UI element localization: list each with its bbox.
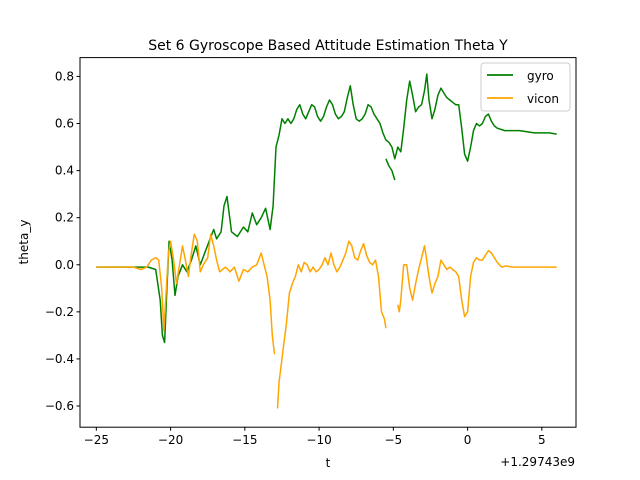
chart-title: Set 6 Gyroscope Based Attitude Estimatio… bbox=[148, 38, 508, 54]
y-tick-label: −0.6 bbox=[45, 399, 74, 413]
x-tick-label: −20 bbox=[158, 433, 183, 447]
y-tick-label: 0.8 bbox=[55, 69, 74, 83]
plot-lines bbox=[96, 73, 557, 409]
x-tick-label: 5 bbox=[538, 433, 546, 447]
series-vicon-line-1 bbox=[276, 240, 387, 409]
x-tick-label: −5 bbox=[384, 433, 402, 447]
x-tick-label: −25 bbox=[84, 433, 109, 447]
y-tick-label: 0.4 bbox=[55, 164, 74, 178]
y-tick-label: 0.0 bbox=[55, 258, 74, 272]
y-tick-label: 0.2 bbox=[55, 211, 74, 225]
series-gyro-line-0 bbox=[96, 73, 557, 344]
plot-frame bbox=[79, 57, 577, 428]
x-axis-offset: +1.29743e9 bbox=[500, 455, 575, 469]
y-tick-label: 0.6 bbox=[55, 117, 74, 131]
legend: gyro vicon bbox=[480, 62, 571, 112]
y-tick-label: −0.2 bbox=[45, 305, 74, 319]
x-tick-label: −15 bbox=[232, 433, 257, 447]
x-axis: −25 −20 −15 −10 −5 0 5 bbox=[84, 427, 546, 447]
series-gyro-line-1 bbox=[385, 158, 396, 181]
y-axis: −0.6 −0.4 −0.2 0.0 0.2 0.4 0.6 0.8 bbox=[45, 69, 80, 413]
legend-label-gyro: gyro bbox=[527, 69, 554, 83]
y-axis-label: theta_y bbox=[17, 220, 31, 265]
x-axis-label: t bbox=[326, 456, 331, 470]
x-tick-label: 0 bbox=[464, 433, 472, 447]
x-tick-label: −10 bbox=[306, 433, 331, 447]
legend-label-vicon: vicon bbox=[527, 92, 559, 106]
y-tick-label: −0.4 bbox=[45, 352, 74, 366]
series-vicon-line-2 bbox=[397, 245, 557, 318]
series-vicon-line-0 bbox=[96, 233, 276, 355]
